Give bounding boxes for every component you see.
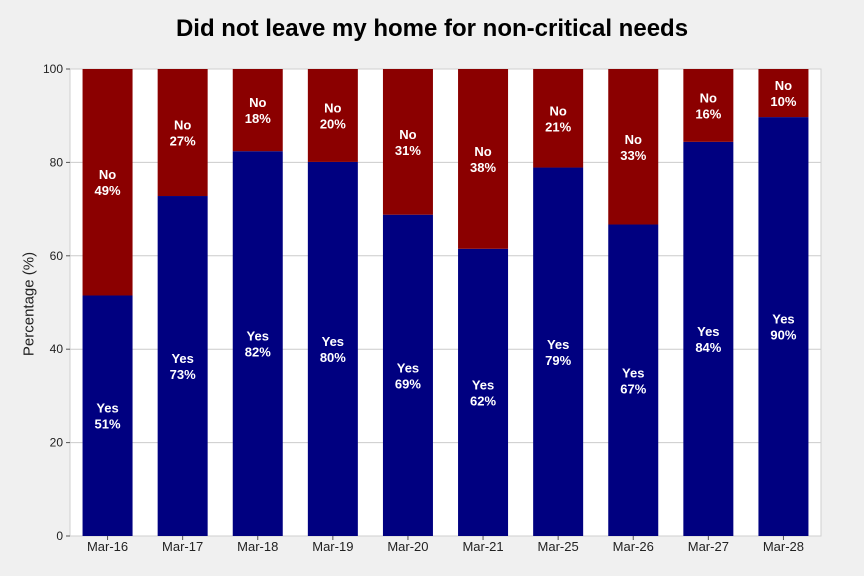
- bar-value-label: 20%: [320, 116, 346, 131]
- bar-value-label: 38%: [470, 160, 496, 175]
- bar-series-label: Yes: [772, 312, 794, 327]
- bar-value-label: 84%: [695, 340, 721, 355]
- x-tick-label: Mar-26: [613, 539, 654, 554]
- x-tick-label: Mar-25: [538, 539, 579, 554]
- x-tick-label: Mar-28: [763, 539, 804, 554]
- bar-series-label: No: [99, 167, 116, 182]
- bar-series-label: Yes: [171, 351, 193, 366]
- x-tick-label: Mar-16: [87, 539, 128, 554]
- y-tick-label: 80: [50, 155, 64, 169]
- bar-series-label: No: [474, 144, 491, 159]
- x-tick-label: Mar-19: [312, 539, 353, 554]
- bar-series-label: No: [399, 127, 416, 142]
- bar-value-label: 27%: [170, 134, 196, 149]
- bar-value-label: 67%: [620, 381, 646, 396]
- bar-series-label: Yes: [96, 401, 118, 416]
- bar-series-label: No: [324, 100, 341, 115]
- bar-value-label: 82%: [245, 345, 271, 360]
- bar-series-label: No: [174, 118, 191, 133]
- bar-series-label: No: [775, 78, 792, 93]
- bar-value-label: 49%: [95, 183, 121, 198]
- x-tick-label: Mar-18: [237, 539, 278, 554]
- bar-series-label: Yes: [547, 337, 569, 352]
- bar-value-label: 79%: [545, 353, 571, 368]
- bar-value-label: 80%: [320, 350, 346, 365]
- bar-value-label: 33%: [620, 148, 646, 163]
- x-tick-label: Mar-21: [462, 539, 503, 554]
- bar-value-label: 18%: [245, 111, 271, 126]
- y-tick-label: 60: [50, 249, 64, 263]
- bar-value-label: 90%: [770, 328, 796, 343]
- bar-value-label: 73%: [170, 367, 196, 382]
- y-tick-label: 100: [43, 62, 63, 76]
- bar-value-label: 62%: [470, 393, 496, 408]
- x-tick-label: Mar-27: [688, 539, 729, 554]
- y-tick-label: 20: [50, 436, 64, 450]
- x-tick-label: Mar-17: [162, 539, 203, 554]
- y-tick-label: 0: [56, 529, 63, 543]
- bar-series-label: Yes: [472, 377, 494, 392]
- bar-series-label: Yes: [322, 334, 344, 349]
- bar-value-label: 69%: [395, 376, 421, 391]
- bar-value-label: 51%: [95, 417, 121, 432]
- bar-value-label: 10%: [770, 94, 796, 109]
- bar-series-label: No: [625, 132, 642, 147]
- bar-series-label: No: [549, 103, 566, 118]
- bar-value-label: 21%: [545, 119, 571, 134]
- bar-series-label: Yes: [697, 324, 719, 339]
- bar-value-label: 16%: [695, 106, 721, 121]
- bar-series-label: Yes: [247, 329, 269, 344]
- x-tick-label: Mar-20: [387, 539, 428, 554]
- bar-series-label: No: [700, 90, 717, 105]
- bar-series-label: Yes: [622, 365, 644, 380]
- bar-series-label: Yes: [397, 360, 419, 375]
- y-tick-label: 40: [50, 342, 64, 356]
- bar-series-label: No: [249, 95, 266, 110]
- bar-value-label: 31%: [395, 143, 421, 158]
